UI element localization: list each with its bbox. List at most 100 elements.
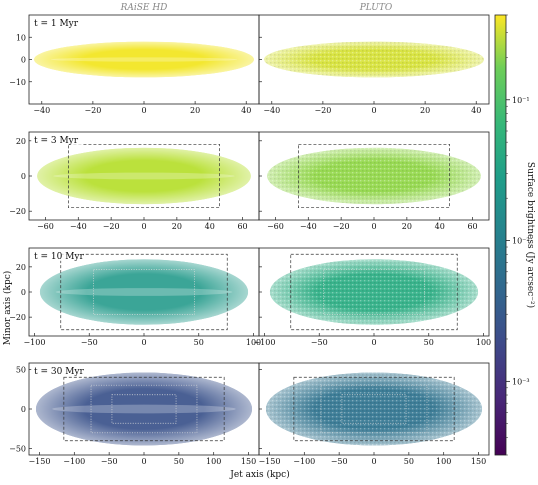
previous-extent-box-1 [320,384,428,434]
y-axis-label: Minor axis (kpc) [2,271,13,346]
x-tick-label: 150 [241,457,256,466]
x-tick-label: 40 [435,222,445,231]
x-tick-label: 100 [206,457,221,466]
x-tick-label: 0 [141,457,146,466]
panel-3-pluto: −100 −50 0 50 100 [253,247,491,347]
time-label-background [31,17,83,28]
x-tick-label: 40 [241,106,251,115]
x-tick-label: −100 [23,338,45,347]
panel-1-raise: −40 −20 0 20 40 10 0 −10 t = 1 Myr [9,14,260,115]
source-halo [35,372,253,446]
y-tick-label: −20 [9,313,26,322]
panel-4-raise: −150 −100 −50 0 50 100 150 50 0 −50 t = 30 Myr [9,362,260,466]
time-label: t = 30 Myr [34,367,84,377]
x-tick-label: 50 [194,338,204,347]
previous-extent-box-dashed-1 [293,376,455,442]
y-tick-label: −20 [9,207,26,216]
jet-core [52,404,236,414]
previous-extent-box-dashed-1 [63,376,225,442]
previous-extent-box-dashed-1 [60,253,228,331]
pluto-texture [267,147,481,205]
panel-2-raise: −60 −40 −20 0 20 40 60 20 0 −20 t = 3 Myr [9,131,260,231]
x-tick-label: 60 [467,222,477,231]
y-tick-label: 50 [16,365,26,374]
previous-extent-box-2 [111,394,177,424]
colorbar-label: Surface brightness (Jy arcsec⁻²) [525,162,536,308]
x-tick-label: 0 [371,222,376,231]
jet-core [53,172,235,180]
panel-2-pluto: −60 −40 −20 0 20 40 60 [258,131,490,231]
x-tick-label: 50 [424,338,434,347]
x-tick-label: −150 [258,457,280,466]
source-halo [39,259,249,325]
column-title-raise: RAiSE HD [120,3,168,13]
jet-core [55,288,233,296]
x-tick-label: −40 [300,222,317,231]
y-tick-label: −10 [9,78,26,87]
colorbar-tick-label: 10⁻² [512,237,530,246]
colorbar-tick-label: 10⁻³ [512,377,530,386]
x-tick-label: 100 [476,338,491,347]
x-tick-label: −150 [28,457,50,466]
panel-3-raise: −100 −50 0 50 100 20 0 −20 t = 10 Myr [9,247,261,347]
source-halo [34,41,254,78]
time-label-background [31,134,83,145]
colorbar-tick-label: 10⁻¹ [512,96,530,105]
x-tick-label: −20 [333,222,350,231]
x-tick-label: −60 [267,222,284,231]
previous-extent-box-2 [341,394,407,424]
x-tick-label: −100 [253,338,275,347]
time-label: t = 10 Myr [34,252,84,262]
x-tick-label: 20 [190,106,200,115]
x-tick-label: −50 [101,457,118,466]
x-tick-label: 0 [371,338,376,347]
x-tick-label: −50 [311,338,328,347]
previous-extent-box-1 [93,269,195,315]
x-tick-label: 0 [141,106,146,115]
x-tick-label: −40 [33,106,50,115]
x-tick-label: 0 [141,222,146,231]
x-tick-label: 40 [205,222,215,231]
pluto-texture [269,259,479,325]
pluto-texture [265,372,483,446]
x-tick-label: 40 [471,106,481,115]
previous-extent-box-dashed-1 [298,143,450,209]
y-tick-label: 0 [21,56,26,65]
x-tick-label: −20 [103,222,120,231]
x-tick-label: −100 [293,457,315,466]
x-tick-label: −60 [37,222,54,231]
x-tick-label: 150 [471,457,486,466]
panel-1-pluto: −40 −20 0 20 40 [258,14,490,115]
y-tick-label: 20 [16,263,26,272]
previous-extent-box-1 [90,384,198,434]
column-title-pluto: PLUTO [359,3,393,13]
x-tick-label: 0 [371,106,376,115]
x-tick-label: −100 [63,457,85,466]
x-tick-label: 20 [402,222,412,231]
x-tick-label: −40 [70,222,87,231]
jet-core [50,57,238,62]
x-tick-label: −40 [263,106,280,115]
y-tick-label: −50 [9,445,26,454]
y-tick-label: 20 [16,137,26,146]
x-tick-label: 100 [436,457,451,466]
y-tick-label: 0 [21,172,26,181]
previous-extent-box-dashed-1 [68,143,220,209]
colorbar-gradient [494,14,507,456]
x-axis-label: Jet axis (kpc) [229,469,290,480]
x-tick-label: 0 [371,457,376,466]
x-tick-label: 20 [172,222,182,231]
x-tick-label: 50 [404,457,414,466]
previous-extent-box-dashed-1 [290,253,458,331]
x-tick-label: −20 [314,106,331,115]
x-tick-label: −20 [84,106,101,115]
source-halo [37,147,251,205]
x-tick-label: 100 [246,338,261,347]
panel-4-pluto: −150 −100 −50 0 50 100 150 [258,362,490,466]
pluto-texture [264,41,484,78]
y-tick-label: 10 [16,33,26,42]
time-label: t = 1 Myr [34,19,79,29]
y-tick-label: 0 [21,405,26,414]
